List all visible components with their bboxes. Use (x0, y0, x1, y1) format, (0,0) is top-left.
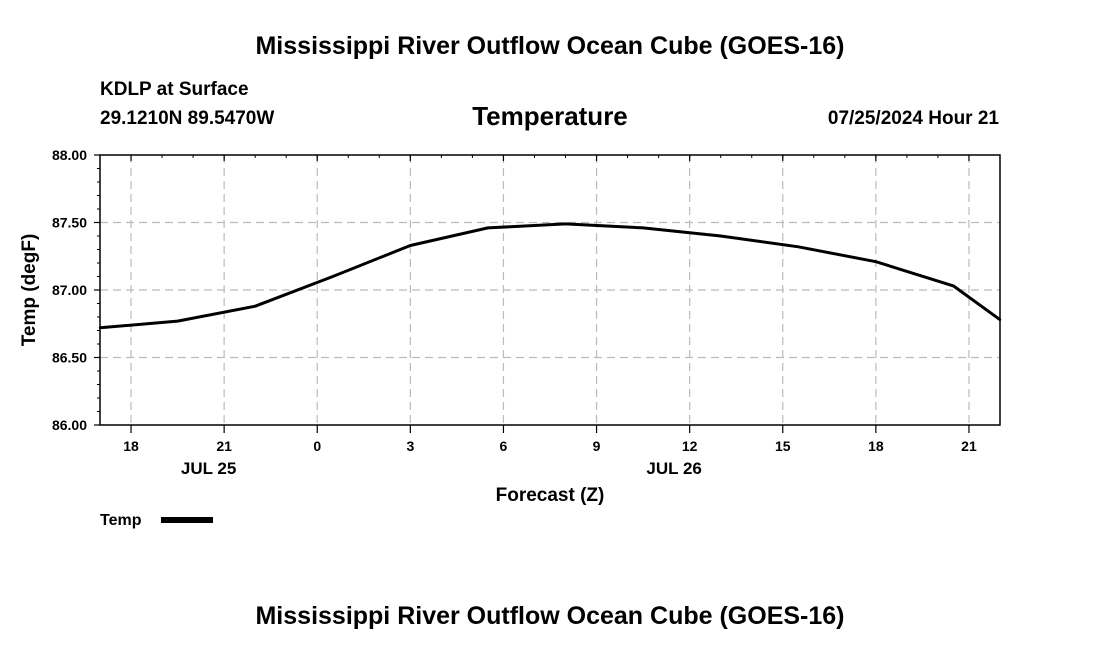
data-point (641, 226, 645, 230)
date-label: JUL 25 (181, 459, 236, 478)
x-tick-label: 15 (775, 438, 791, 454)
plot-frame (99, 154, 1001, 426)
data-point (874, 260, 878, 263)
x-tick-label: 3 (406, 438, 414, 454)
grid (100, 155, 1000, 425)
x-tick-label: 0 (313, 438, 321, 454)
y-tick-label: 86.50 (52, 350, 87, 366)
y-axis-label: Temp (degF) (19, 234, 40, 347)
x-tick-label: 9 (593, 438, 601, 454)
data-point (176, 319, 179, 323)
data-point (797, 245, 800, 248)
data-point (253, 305, 257, 308)
legend: Temp (100, 512, 213, 529)
data-point (331, 275, 334, 278)
footer-title: Mississippi River Outflow Ocean Cube (GO… (255, 602, 844, 630)
data-point (486, 226, 490, 230)
data-point (719, 234, 722, 238)
y-tick-label: 87.50 (52, 215, 87, 231)
x-axis-label: Forecast (Z) (496, 485, 605, 506)
variable-label: Temperature (472, 101, 628, 131)
valid-time-label: 07/25/2024 Hour 21 (828, 108, 1000, 129)
data-point (952, 284, 955, 288)
legend-label-temp: Temp (100, 512, 142, 529)
date-label: JUL 26 (646, 459, 701, 478)
x-tick-label: 12 (682, 438, 698, 454)
y-axis: 86.00 86.50 87.00 87.50 88.00 (52, 147, 100, 433)
series-group (98, 222, 1002, 330)
data-point (564, 222, 567, 226)
location-label: 29.1210N 89.5470W (100, 108, 274, 129)
x-tick-label: 21 (216, 438, 232, 454)
x-axis: 18 21 0 3 6 9 12 15 18 21 (99, 155, 1001, 454)
station-label: KDLP at Surface (100, 79, 249, 100)
chart-title: Mississippi River Outflow Ocean Cube (GO… (255, 32, 844, 60)
y-tick-label: 88.00 (52, 147, 87, 163)
data-point (409, 244, 412, 247)
x-tick-label: 18 (868, 438, 884, 454)
x-tick-label: 6 (500, 438, 508, 454)
y-tick-label: 86.00 (52, 417, 87, 433)
date-labels: JUL 25 JUL 26 (181, 459, 702, 478)
x-tick-label: 21 (961, 438, 977, 454)
y-tick-label: 87.00 (52, 282, 87, 298)
x-tick-label: 18 (123, 438, 139, 454)
series-line-temp (99, 222, 1001, 330)
